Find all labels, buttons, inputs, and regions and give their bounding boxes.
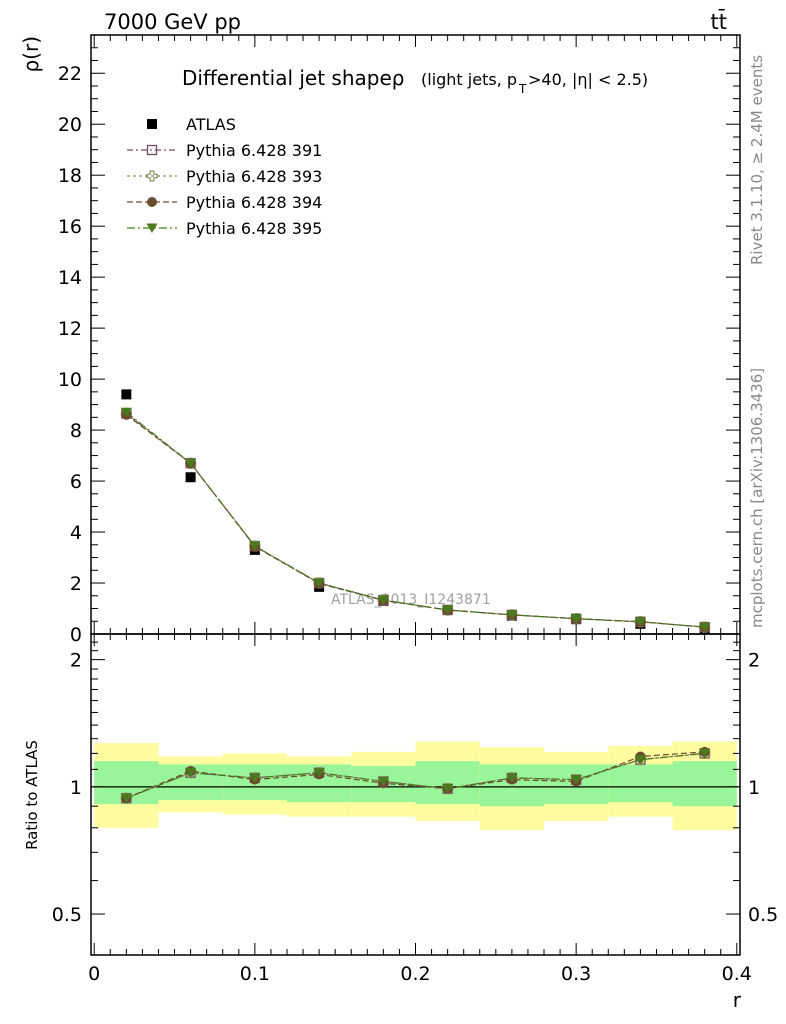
- band-inner: [608, 764, 673, 803]
- ratio-y-tick-label-right: 2: [748, 650, 760, 672]
- legend-label: Pythia 6.428 393: [186, 167, 322, 186]
- series-line: [125, 411, 705, 628]
- ratio-point: [185, 768, 197, 778]
- title-sub: (light jets, p: [421, 70, 517, 89]
- data-point: [442, 605, 454, 616]
- ratio-y-tick-label-right: 1: [748, 777, 760, 799]
- x-tick-label: 0.4: [722, 963, 752, 985]
- legend-marker: [146, 223, 158, 233]
- data-series: [120, 389, 711, 804]
- x-tick-label: 0.3: [561, 963, 591, 985]
- data-point: [377, 595, 389, 606]
- ratio-point: [570, 775, 582, 785]
- data-point: [121, 389, 132, 400]
- legend-label: Pythia 6.428 394: [186, 193, 322, 212]
- legend-marker: [146, 144, 158, 156]
- x-tick-label: 0.1: [240, 963, 270, 985]
- ratio-point: [634, 755, 646, 765]
- y-tick-label: 4: [70, 522, 82, 544]
- ratio-y-tick-label: 0.5: [52, 904, 82, 926]
- series-line: [125, 414, 705, 628]
- chart-title: Differential jet shapeρ (light jets, p T…: [182, 66, 648, 96]
- data-point: [185, 472, 196, 483]
- title-sub-T: T: [518, 82, 527, 96]
- ratio-y-tick-label: 1: [70, 777, 82, 799]
- y-tick-label: 6: [70, 471, 82, 493]
- watermark: ATLAS_2013_I1243871: [331, 592, 491, 608]
- y-tick-label: 16: [58, 216, 82, 238]
- ratio-y-tick-label: 2: [70, 650, 82, 672]
- legend-label: ATLAS: [186, 115, 236, 134]
- ratio-point: [313, 768, 325, 778]
- y-tick-label: 12: [58, 318, 82, 340]
- y-tick-label: 10: [58, 369, 82, 391]
- band-inner: [672, 761, 737, 807]
- ratio-point: [699, 748, 711, 759]
- ratio-y-tick-label-right: 0.5: [748, 904, 778, 926]
- ratio-point: [120, 793, 132, 804]
- band-inner: [479, 764, 545, 807]
- legend: ATLAS Pythia 6.428 391 Pythia 6.428 393 Pyt…: [127, 115, 322, 238]
- data-point: [120, 407, 132, 418]
- data-point: [313, 578, 325, 589]
- legend-marker: [146, 170, 158, 182]
- y-tick-label: 22: [58, 63, 82, 85]
- data-point: [570, 614, 582, 624]
- data-point: [185, 458, 197, 469]
- x-tick-label: 0: [88, 963, 100, 985]
- rivet-label: Rivet 3.1.10, ≥ 2.4M events: [748, 55, 766, 265]
- y-tick-label: 14: [58, 267, 82, 289]
- legend-label: Pythia 6.428 395: [186, 219, 322, 238]
- band-inner: [415, 761, 480, 805]
- title-sub-rest: >40, |η| < 2.5): [528, 70, 648, 89]
- y-tick-label: 8: [70, 420, 82, 442]
- mcplots-label: mcplots.cern.ch [arXiv:1306.3436]: [748, 368, 766, 628]
- y-tick-label: 2: [70, 573, 82, 595]
- legend-marker: [147, 119, 157, 129]
- x-tick-label: 0.2: [400, 963, 430, 985]
- title-main: Differential jet shapeρ: [182, 66, 404, 90]
- header-right: tt̄: [711, 9, 727, 34]
- ratio-series-line: [126, 752, 705, 799]
- data-point: [634, 617, 646, 627]
- ratio-point: [377, 776, 389, 787]
- data-point: [249, 541, 261, 552]
- ratio-bands: [91, 741, 740, 831]
- data-point: [506, 610, 518, 620]
- legend-marker: [147, 197, 157, 207]
- legend-label: Pythia 6.428 391: [186, 141, 322, 160]
- y-tick-label: 18: [58, 165, 82, 187]
- ratio-point: [442, 784, 454, 794]
- ratio-point: [249, 773, 261, 783]
- bottom-ylabel: Ratio to ATLAS: [23, 740, 41, 850]
- top-ylabel: ρ(r): [19, 36, 43, 73]
- x-axis-label: r: [733, 988, 742, 1012]
- y-tick-label: 0: [70, 624, 82, 646]
- ratio-point: [506, 773, 518, 783]
- y-tick-label: 20: [58, 114, 82, 136]
- header-left: 7000 GeV pp: [104, 10, 241, 34]
- data-point: [699, 622, 711, 633]
